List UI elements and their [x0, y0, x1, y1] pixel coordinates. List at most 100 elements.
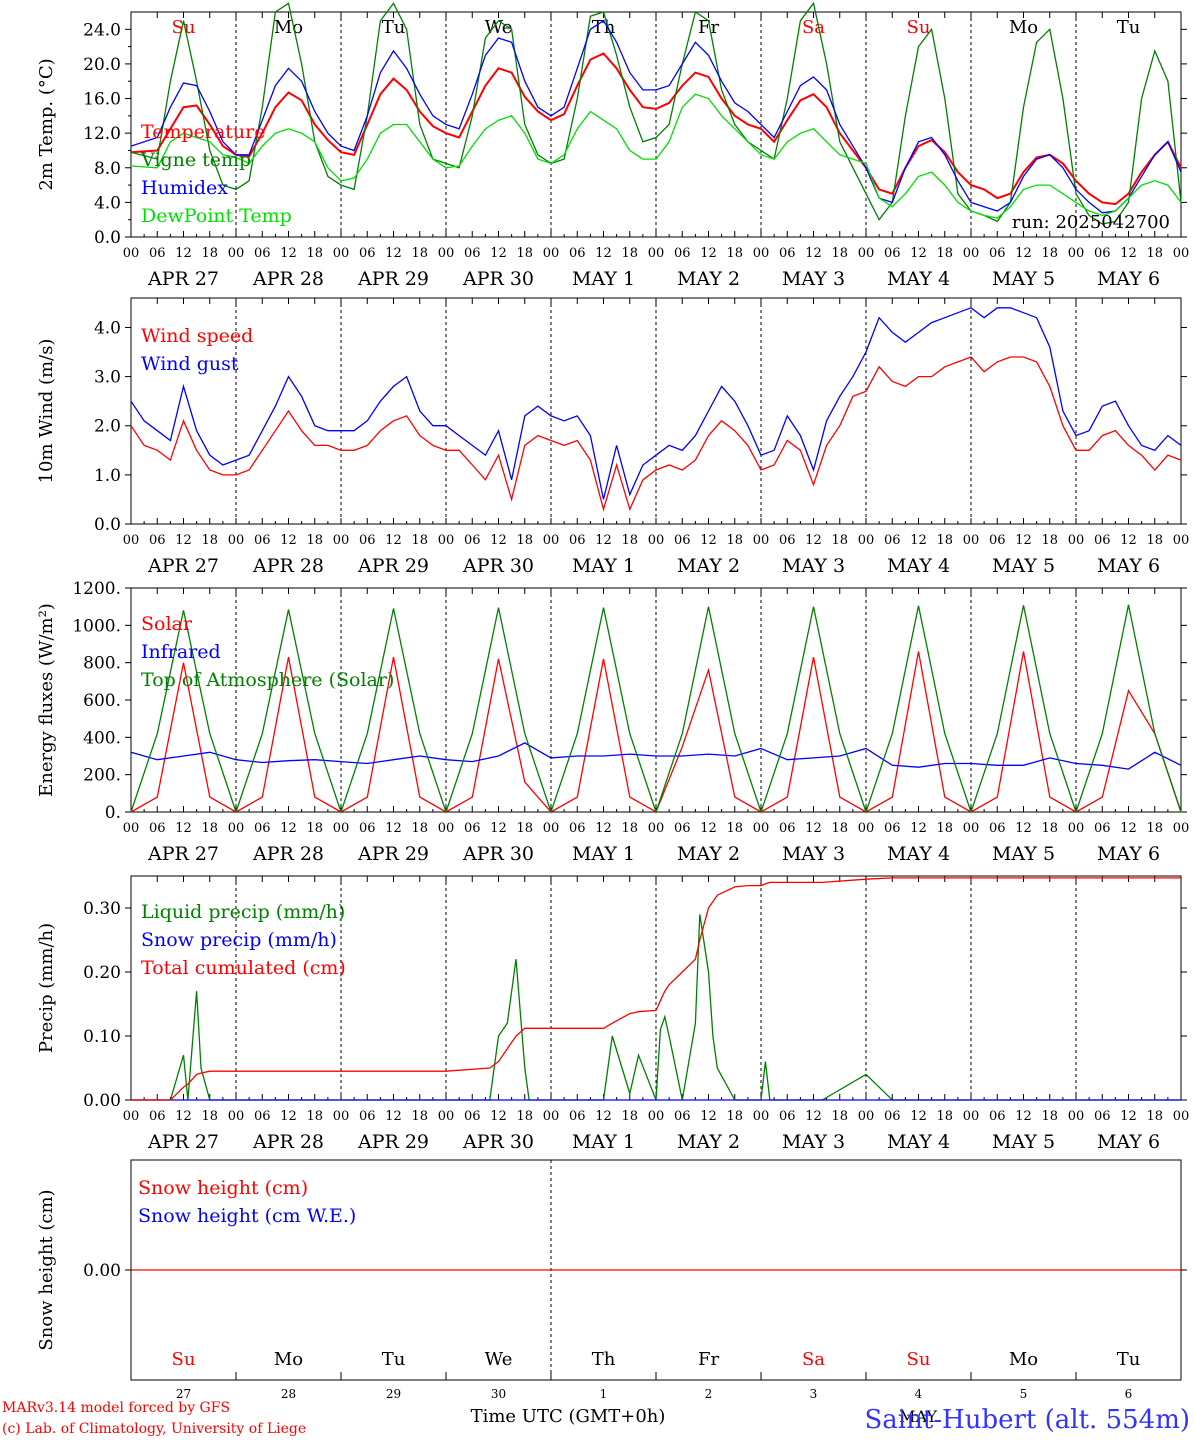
y-tick-label: 24.0: [83, 20, 121, 40]
hour-tick-label: 18: [411, 821, 428, 836]
hour-tick-label: 00: [438, 1109, 455, 1124]
y-axis-label: Energy fluxes (W/m²): [36, 603, 57, 797]
hour-tick-label: 12: [280, 533, 297, 548]
hour-tick-label: 06: [569, 1109, 586, 1124]
y-tick-label: 0.00: [83, 1261, 121, 1281]
credit-line-2: (c) Lab. of Climatology, University of L…: [2, 1421, 306, 1437]
date-label: MAY 2: [677, 843, 740, 865]
date-label: MAY 4: [887, 555, 950, 577]
series-line: [130, 19, 1182, 214]
weekday-label: Mo: [274, 1349, 303, 1370]
date-label: APR 29: [357, 843, 429, 865]
hour-tick-label: 12: [1120, 1109, 1137, 1124]
hour-tick-label: 06: [779, 246, 796, 261]
hour-tick-label: 00: [228, 821, 245, 836]
hour-tick-label: 12: [805, 821, 822, 836]
panel-energy: 0. 200. 400. 600. 800. 1000. 1200. Energy fluxe…: [36, 579, 1189, 865]
legend-entry: Infrared: [141, 641, 221, 663]
hour-tick-label: 12: [910, 821, 927, 836]
hour-tick-label: 00: [753, 821, 770, 836]
hour-tick-label: 00: [648, 246, 665, 261]
plot-frame: [130, 587, 1182, 813]
hour-tick-label: 00: [963, 246, 980, 261]
date-label: MAY 2: [677, 268, 740, 290]
legend-entry: Liquid precip (mm/h): [141, 901, 345, 923]
date-label: APR 28: [252, 1131, 324, 1153]
hour-tick-label: 00: [753, 1109, 770, 1124]
y-tick-label: 0.0: [94, 228, 121, 248]
hour-tick-label: 12: [595, 533, 612, 548]
weekday-label: Tu: [1117, 1349, 1141, 1370]
hour-tick-label: 12: [700, 821, 717, 836]
date-label: MAY 3: [782, 268, 845, 290]
y-tick-label: 0.00: [83, 1091, 121, 1111]
date-label: MAY 5: [992, 1131, 1055, 1153]
hour-tick-label: 12: [490, 533, 507, 548]
hour-tick-label: 12: [910, 533, 927, 548]
date-label: MAY 4: [887, 843, 950, 865]
hour-tick-label: 00: [438, 533, 455, 548]
hour-tick-label: 06: [254, 533, 271, 548]
panel-temperature: 0.0 4.0 8.0 12.0 16.0 20.0 24.0 2m Temp. (°C) 00…: [36, 1, 1189, 290]
date-label: MAY 2: [677, 1131, 740, 1153]
date-label: APR 27: [147, 843, 219, 865]
series-line: [130, 93, 1182, 219]
hour-tick-label: 12: [1015, 1109, 1032, 1124]
credit-line-1: MARv3.14 model forced by GFS: [2, 1400, 230, 1416]
y-tick-label: 1000.: [72, 616, 121, 636]
day-number-label: 29: [386, 1387, 401, 1401]
date-label: MAY 3: [782, 1131, 845, 1153]
date-label: APR 28: [252, 555, 324, 577]
hour-tick-label: 06: [674, 246, 691, 261]
weekday-label: Su: [907, 1349, 931, 1370]
hour-tick-label: 00: [123, 246, 140, 261]
hour-tick-label: 12: [805, 533, 822, 548]
weekday-label: Fr: [698, 1349, 719, 1370]
hour-tick-label: 12: [175, 1109, 192, 1124]
hour-tick-label: 00: [963, 533, 980, 548]
hour-tick-label: 18: [936, 821, 953, 836]
date-label: MAY 6: [1097, 555, 1160, 577]
legend-entry: Wind gust: [141, 353, 239, 375]
legend-entry: Total cumulated (cm): [141, 957, 346, 979]
hour-tick-label: 12: [385, 246, 402, 261]
day-number-label: 1: [600, 1387, 608, 1401]
hour-tick-label: 00: [1173, 821, 1190, 836]
hour-tick-label: 06: [569, 246, 586, 261]
hour-tick-label: 06: [989, 533, 1006, 548]
hour-tick-label: 18: [726, 533, 743, 548]
hour-tick-label: 18: [201, 246, 218, 261]
y-tick-label: 200.: [83, 766, 121, 786]
legend-entry: Vigne temp: [140, 149, 251, 171]
day-number-label: 5: [1020, 1387, 1028, 1401]
hour-tick-label: 12: [700, 533, 717, 548]
hour-tick-label: 06: [464, 1109, 481, 1124]
hour-tick-label: 12: [1120, 821, 1137, 836]
hour-tick-label: 12: [910, 1109, 927, 1124]
date-label: MAY 5: [992, 843, 1055, 865]
hour-tick-label: 00: [1068, 821, 1085, 836]
hour-tick-label: 00: [333, 821, 350, 836]
run-annotation: run: 2025042700: [1012, 212, 1170, 233]
day-number-label: 28: [281, 1387, 296, 1401]
date-label: APR 28: [252, 268, 324, 290]
hour-tick-label: 06: [569, 821, 586, 836]
weekday-label: Fr: [698, 17, 719, 38]
y-tick-label: 3.0: [94, 368, 121, 388]
hour-tick-label: 18: [726, 1109, 743, 1124]
series-line: [130, 356, 1182, 512]
hour-tick-label: 12: [595, 1109, 612, 1124]
weekday-label: Tu: [382, 17, 406, 38]
hour-tick-label: 06: [254, 1109, 271, 1124]
weekday-label: Th: [592, 1349, 616, 1370]
hour-tick-label: 00: [228, 533, 245, 548]
hour-tick-label: 18: [936, 1109, 953, 1124]
hour-tick-label: 00: [1068, 533, 1085, 548]
hour-tick-label: 12: [595, 246, 612, 261]
hour-tick-label: 12: [175, 821, 192, 836]
y-tick-label: 12.0: [83, 124, 121, 144]
hour-tick-label: 06: [464, 533, 481, 548]
hour-tick-label: 00: [1173, 1109, 1190, 1124]
hour-tick-label: 18: [411, 533, 428, 548]
weekday-label: We: [485, 1349, 513, 1370]
